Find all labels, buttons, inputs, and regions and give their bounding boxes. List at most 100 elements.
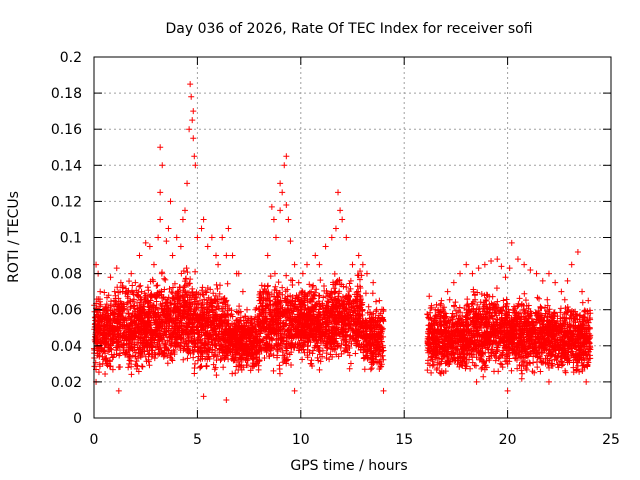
data-point [229, 335, 236, 342]
data-point [111, 327, 118, 334]
data-point [216, 290, 223, 297]
data-point [306, 281, 313, 288]
data-point [100, 334, 107, 341]
data-point [320, 294, 327, 301]
data-point [193, 326, 200, 333]
data-point [212, 347, 219, 354]
data-point [491, 368, 498, 375]
data-point [96, 353, 103, 360]
data-point [101, 289, 108, 296]
data-point [288, 361, 295, 368]
data-point [205, 294, 212, 301]
data-point [191, 370, 198, 377]
data-point [266, 322, 273, 329]
data-point [296, 311, 303, 318]
data-point [309, 295, 316, 302]
data-point [197, 307, 204, 314]
data-point [261, 286, 268, 293]
data-points [91, 81, 594, 403]
data-point [220, 364, 227, 371]
data-point [250, 342, 257, 349]
data-point [164, 360, 171, 367]
data-point [251, 339, 258, 346]
data-point [297, 342, 304, 349]
data-point [244, 317, 251, 324]
data-point [265, 325, 272, 332]
data-point [190, 354, 197, 361]
data-point [275, 307, 282, 314]
data-point [225, 325, 232, 332]
data-point [316, 351, 323, 358]
data-point [274, 354, 281, 361]
data-point [199, 284, 206, 291]
data-point [226, 345, 233, 352]
data-point [104, 294, 111, 301]
data-point [257, 319, 264, 326]
data-point [271, 270, 278, 277]
data-point [146, 362, 153, 369]
data-point [237, 314, 244, 321]
data-point [260, 313, 267, 320]
data-point [306, 323, 313, 330]
data-point [231, 321, 238, 328]
data-point [205, 312, 212, 319]
data-point [112, 292, 119, 299]
data-point [217, 282, 224, 289]
data-point [107, 319, 114, 326]
data-point [283, 272, 290, 279]
data-point [281, 295, 288, 302]
data-point [174, 309, 181, 316]
data-point [102, 370, 109, 377]
data-point [346, 365, 353, 372]
data-point [204, 308, 211, 315]
data-point [324, 309, 331, 316]
data-point [478, 365, 485, 372]
data-point [123, 349, 130, 356]
data-point [91, 314, 98, 321]
data-point [219, 300, 226, 307]
data-point [261, 329, 268, 336]
data-point [229, 352, 236, 359]
data-point [94, 330, 101, 337]
data-point [228, 311, 235, 318]
data-point [216, 323, 223, 330]
data-point [233, 317, 240, 324]
data-point [97, 314, 104, 321]
data-point [308, 299, 315, 306]
data-point [180, 322, 187, 329]
data-point [154, 282, 161, 289]
data-point [183, 291, 190, 298]
data-point [98, 339, 105, 346]
data-point [300, 330, 307, 337]
data-point [331, 270, 338, 277]
data-point [288, 349, 295, 356]
data-point [181, 340, 188, 347]
data-point [323, 344, 330, 351]
data-point [184, 269, 191, 276]
data-point [253, 347, 260, 354]
data-point [218, 328, 225, 335]
data-point [202, 330, 209, 337]
data-point [154, 289, 161, 296]
data-point [187, 276, 194, 283]
data-point [317, 358, 324, 365]
data-point [247, 320, 254, 327]
data-point [129, 310, 136, 317]
data-point [146, 319, 153, 326]
data-point [256, 357, 263, 364]
data-point [236, 303, 243, 310]
data-point [301, 297, 308, 304]
data-point [235, 339, 242, 346]
data-point [185, 335, 192, 342]
data-point [274, 306, 281, 313]
data-point [178, 334, 185, 341]
data-point [149, 330, 156, 337]
data-point [181, 278, 188, 285]
data-point [137, 282, 144, 289]
data-point [284, 345, 291, 352]
data-point [426, 293, 433, 300]
data-point [361, 366, 368, 373]
data-point [262, 296, 269, 303]
data-point [316, 331, 323, 338]
data-point [133, 287, 140, 294]
